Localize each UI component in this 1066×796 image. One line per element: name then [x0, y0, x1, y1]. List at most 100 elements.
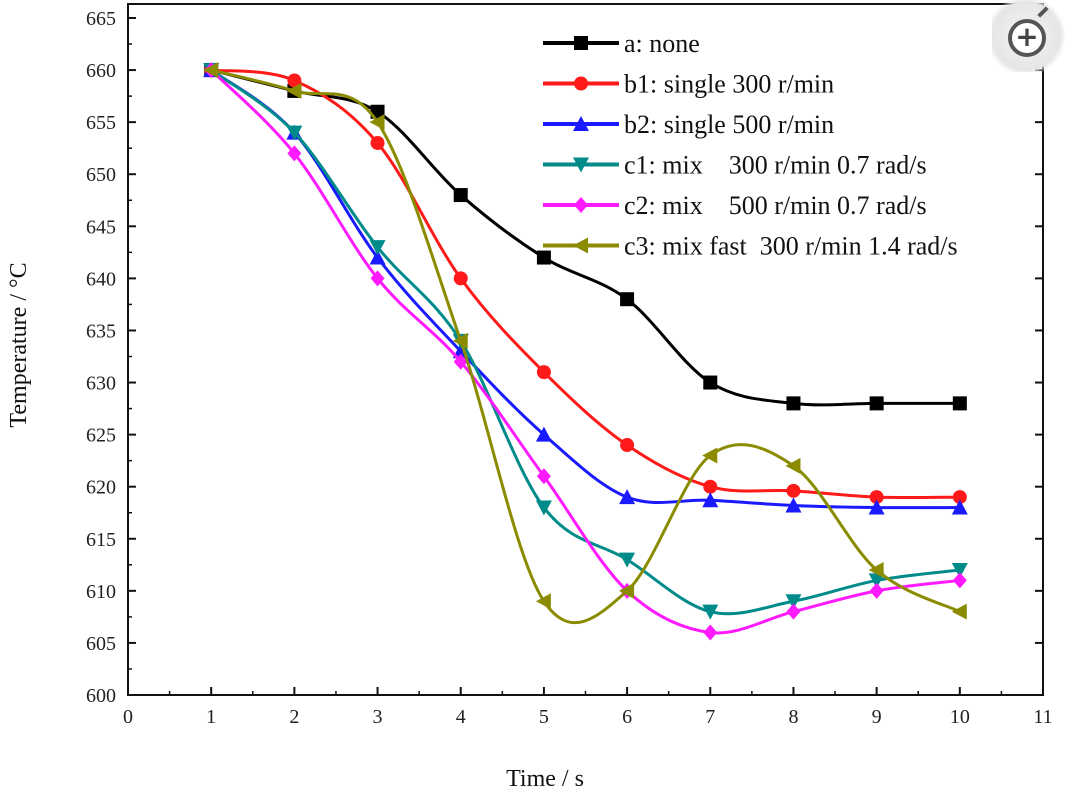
x-tick-label: 3 — [373, 706, 383, 728]
data-point-circle — [574, 76, 588, 91]
data-point-triangle-down — [535, 500, 552, 516]
series-line — [210, 68, 960, 510]
legend-item: c1: mix 300 r/min 0.7 rad/s — [543, 151, 927, 180]
data-point-circle — [869, 490, 884, 505]
data-point-circle — [453, 271, 468, 286]
series-line — [210, 68, 961, 624]
series-line — [210, 68, 960, 500]
x-tick-label: 6 — [622, 706, 632, 728]
data-point-triangle-left — [619, 582, 635, 599]
data-point-diamond — [786, 603, 801, 620]
series-group — [203, 62, 968, 641]
data-point-square — [786, 396, 801, 411]
y-tick-label: 655 — [86, 112, 116, 134]
data-point-diamond — [536, 468, 551, 485]
data-point-square — [952, 396, 967, 411]
x-tick-label: 11 — [1033, 706, 1052, 728]
data-point-triangle-left — [203, 62, 219, 79]
legend-item: b1: single 300 r/min — [543, 70, 834, 99]
x-tick-label: 10 — [950, 706, 970, 728]
data-point-square — [703, 375, 718, 390]
data-point-triangle-down — [286, 125, 303, 141]
data-point-triangle-left — [702, 447, 718, 464]
series-6 — [203, 62, 967, 624]
data-point-triangle-down — [951, 563, 968, 579]
data-point-triangle-up — [619, 489, 636, 505]
zoom-in-icon: + — [1008, 19, 1046, 57]
x-tick-label: 9 — [872, 706, 882, 728]
x-tick-label: 7 — [705, 706, 715, 728]
x-tick-label: 4 — [456, 706, 466, 728]
y-tick-label: 640 — [86, 268, 116, 290]
data-point-circle — [287, 73, 302, 88]
data-point-triangle-left — [535, 593, 551, 610]
legend-label: c2: mix 500 r/min 0.7 rad/s — [624, 191, 927, 220]
series-5 — [204, 62, 967, 641]
data-point-triangle-up — [785, 497, 802, 513]
data-point-diamond — [952, 572, 967, 589]
x-tick-label: 8 — [788, 706, 798, 728]
data-point-triangle-up — [951, 499, 968, 515]
legend-item: c2: mix 500 r/min 0.7 rad/s — [543, 191, 927, 220]
data-point-triangle-up — [573, 116, 589, 131]
data-point-triangle-left — [573, 237, 588, 254]
axes: 0 1 2 3 4 5 6 7 8 9 10 11 600 605 610 615 620 625 630 635 64… — [86, 3, 1053, 728]
data-point-circle — [952, 490, 967, 505]
zoom-handle-icon — [1037, 6, 1049, 18]
x-tick-label: 5 — [539, 706, 549, 728]
data-point-circle — [536, 365, 551, 380]
legend-label: c1: mix 300 r/min 0.7 rad/s — [624, 151, 927, 180]
data-point-triangle-down — [785, 594, 802, 610]
data-point-triangle-down — [868, 573, 885, 589]
data-point-triangle-left — [785, 457, 801, 474]
x-tick-label: 2 — [289, 706, 299, 728]
data-point-triangle-down — [573, 157, 589, 173]
y-tick-label: 610 — [86, 581, 116, 603]
data-point-circle — [703, 479, 718, 494]
data-point-triangle-down — [369, 240, 386, 256]
data-point-triangle-left — [452, 332, 468, 349]
y-tick-label: 630 — [86, 373, 116, 395]
legend-item: a: none — [543, 29, 700, 58]
data-point-diamond — [574, 197, 588, 213]
y-tick-label: 635 — [86, 320, 116, 342]
data-point-triangle-left — [951, 603, 967, 620]
data-point-circle — [620, 438, 635, 453]
data-point-square — [536, 250, 551, 265]
data-point-diamond — [703, 624, 718, 641]
data-point-triangle-left — [369, 114, 385, 131]
data-point-circle — [786, 483, 801, 498]
y-tick-label: 660 — [86, 60, 116, 82]
series-line — [210, 68, 960, 407]
y-tick-label: 650 — [86, 164, 116, 186]
y-tick-label: 620 — [86, 477, 116, 499]
data-point-square — [574, 36, 588, 50]
x-tick-label: 1 — [206, 706, 216, 728]
data-point-triangle-down — [702, 604, 719, 620]
data-point-diamond — [370, 270, 385, 287]
data-point-square — [620, 292, 635, 307]
legend-label: a: none — [624, 29, 700, 58]
data-point-triangle-up — [535, 426, 552, 442]
data-point-triangle-down — [619, 552, 636, 568]
legend-item: b2: single 500 r/min — [543, 110, 834, 139]
legend-label: b1: single 300 r/min — [624, 70, 834, 99]
data-point-triangle-up — [369, 249, 386, 265]
y-tick-label: 645 — [86, 216, 116, 238]
data-point-triangle-up — [868, 499, 885, 515]
data-point-triangle-up — [702, 492, 719, 508]
y-axis-label: Temperature / °C — [6, 262, 32, 427]
data-point-diamond — [287, 145, 302, 162]
legend-label: b2: single 500 r/min — [624, 110, 834, 139]
x-tick-label: 0 — [123, 706, 133, 728]
x-axis-label: Time / s — [506, 766, 584, 792]
y-tick-label: 665 — [86, 8, 116, 30]
zoom-in-button[interactable]: + — [992, 0, 1066, 72]
y-tick-label: 605 — [86, 633, 116, 655]
y-tick-label: 625 — [86, 425, 116, 447]
legend-label: c3: mix fast 300 r/min 1.4 rad/s — [624, 232, 958, 261]
data-point-triangle-left — [868, 562, 884, 579]
y-tick-label: 615 — [86, 529, 116, 551]
data-point-circle — [370, 135, 385, 150]
